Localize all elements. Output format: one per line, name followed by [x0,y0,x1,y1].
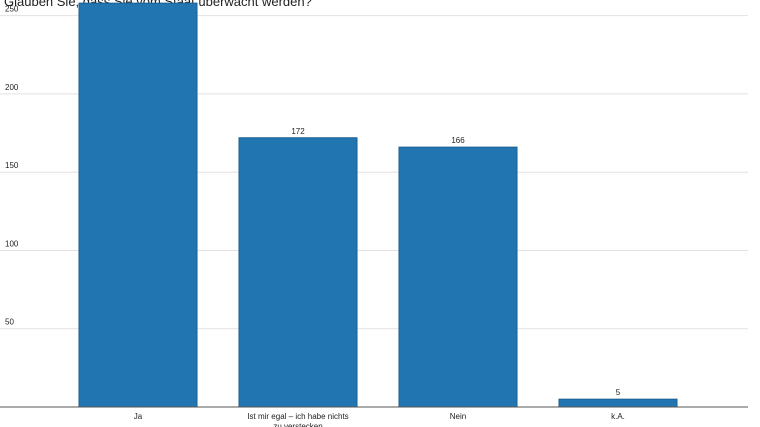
data-label: 258 [131,0,145,1]
x-category-label: Nein [450,412,466,421]
y-tick-label: 250 [5,5,19,14]
y-tick-label: 100 [5,239,19,248]
y-tick-label: 50 [5,318,14,327]
bar [398,146,518,408]
data-label: 5 [616,388,621,397]
bar [78,2,198,408]
y-axis-tick-labels: 50 100 150 200 250 [5,5,19,327]
data-label: 172 [291,127,305,136]
x-category-label: k.A. [611,412,625,421]
bar [558,398,678,408]
x-axis-category-labels: Ja Ist mir egal – ich habe nichts zu verst… [134,412,625,427]
x-category-label: Ja [134,412,143,421]
data-labels: 258 172 166 5 [131,0,620,397]
bar [238,137,358,408]
bars [78,2,678,408]
x-category-label: Ist mir egal – ich habe nichts zu verstec… [247,412,348,427]
y-tick-label: 200 [5,83,19,92]
y-tick-label: 150 [5,161,19,170]
data-label: 166 [451,136,465,145]
